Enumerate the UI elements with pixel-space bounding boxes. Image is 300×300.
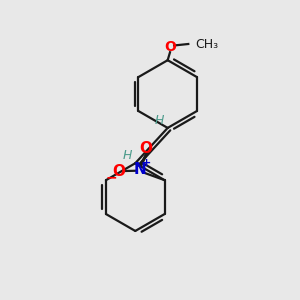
Text: O: O [140,141,153,156]
Text: CH₃: CH₃ [196,38,219,50]
Text: −: − [106,171,117,185]
Text: O: O [165,40,176,54]
Text: O: O [112,164,125,179]
Text: H: H [155,114,164,127]
Text: H: H [122,149,132,162]
Text: +: + [142,158,151,168]
Text: N: N [133,162,146,177]
